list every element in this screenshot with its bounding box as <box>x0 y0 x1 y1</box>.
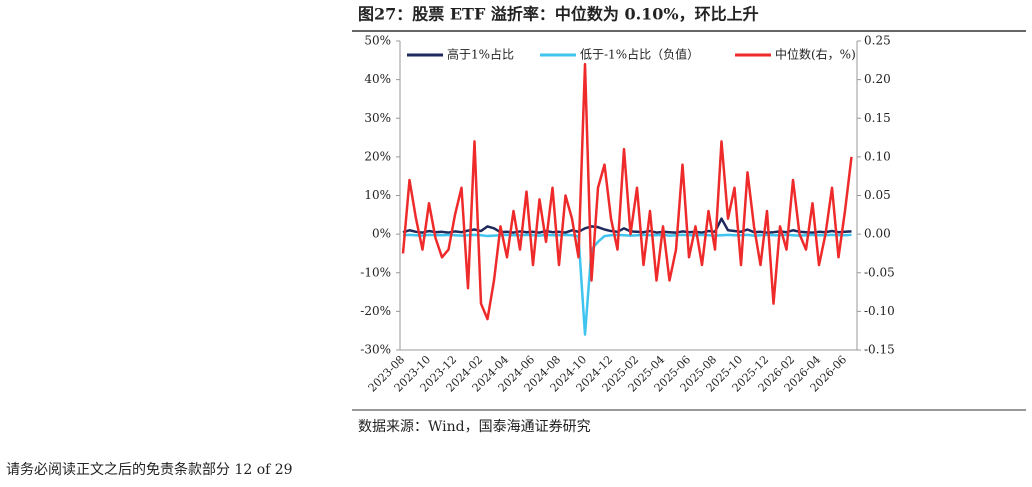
legend-label: 中位数(右，%) <box>775 47 856 62</box>
y2-tick-label: 0.10 <box>864 149 891 163</box>
y-tick-label: 50% <box>364 34 391 48</box>
series-line <box>401 62 853 321</box>
y-tick-label: -20% <box>360 304 391 318</box>
legend-label: 低于-1%占比（负值） <box>580 47 699 62</box>
y-tick-label: 10% <box>364 188 391 202</box>
y2-tick-label: -0.10 <box>864 304 895 318</box>
legend-label: 高于1%占比 <box>447 47 514 62</box>
y2-tick-label: -0.05 <box>864 265 895 279</box>
y2-tick-label: 0.00 <box>864 227 891 241</box>
y2-tick-label: 0.05 <box>864 188 891 202</box>
y-tick-label: 0% <box>372 227 391 241</box>
y2-tick-label: 0.15 <box>864 111 891 125</box>
y-tick-label: -10% <box>360 265 391 279</box>
y-tick-label: 20% <box>364 149 391 163</box>
y-tick-label: 30% <box>364 111 391 125</box>
chart-title: 图27：股票 ETF 溢折率：中位数为 0.10%，环比上升 <box>358 5 759 24</box>
y2-tick-label: 0.25 <box>864 34 891 48</box>
source: 数据来源：Wind，国泰海通证券研究 <box>358 419 591 435</box>
y-tick-label: 40% <box>364 72 391 86</box>
y2-tick-label: -0.15 <box>864 343 895 357</box>
y2-tick-label: 0.20 <box>864 72 891 86</box>
y-tick-label: -30% <box>360 343 391 357</box>
footer: 请务必阅读正文之后的免责条款部分 12 of 29 <box>6 461 293 478</box>
